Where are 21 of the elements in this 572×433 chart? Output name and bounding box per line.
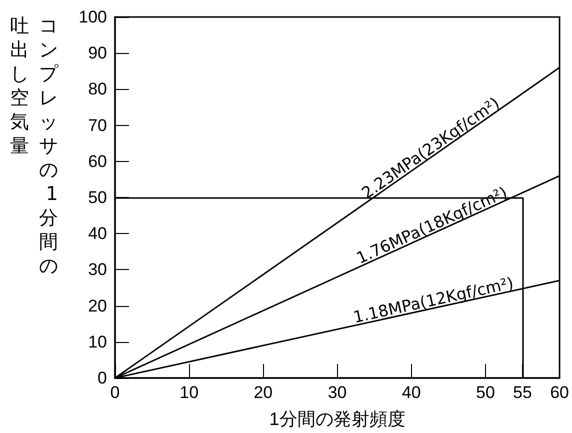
- y-tick-label: 30: [88, 260, 107, 280]
- y-tick-label: 10: [88, 332, 107, 352]
- x-tick-label: 20: [254, 383, 273, 402]
- y-tick-label: 70: [88, 116, 107, 135]
- x-tick-label: 40: [402, 383, 421, 402]
- y-tick-label: 20: [88, 296, 107, 316]
- x-tick-label: 60: [550, 383, 570, 402]
- y-tick-label: 50: [88, 188, 107, 207]
- x-tick-label: 10: [180, 383, 199, 402]
- y-tick-label: 90: [88, 44, 107, 63]
- x-axis-title: 1分間の発射頻度: [269, 409, 406, 429]
- y-tick-label: 40: [88, 224, 107, 244]
- y-tick-label: 100: [78, 8, 107, 26]
- x-tick-label: 0: [110, 383, 120, 402]
- y-tick-label: 60: [88, 152, 107, 171]
- text: コンプレッサの1分間の吐出し空気量: [10, 15, 58, 277]
- y-tick-label: 80: [88, 80, 107, 99]
- x-tick-label: 30: [328, 383, 347, 402]
- y-tick-label: 0: [98, 368, 107, 388]
- x-tick-label: 55: [513, 383, 532, 402]
- x-tick-label: 50: [476, 383, 495, 402]
